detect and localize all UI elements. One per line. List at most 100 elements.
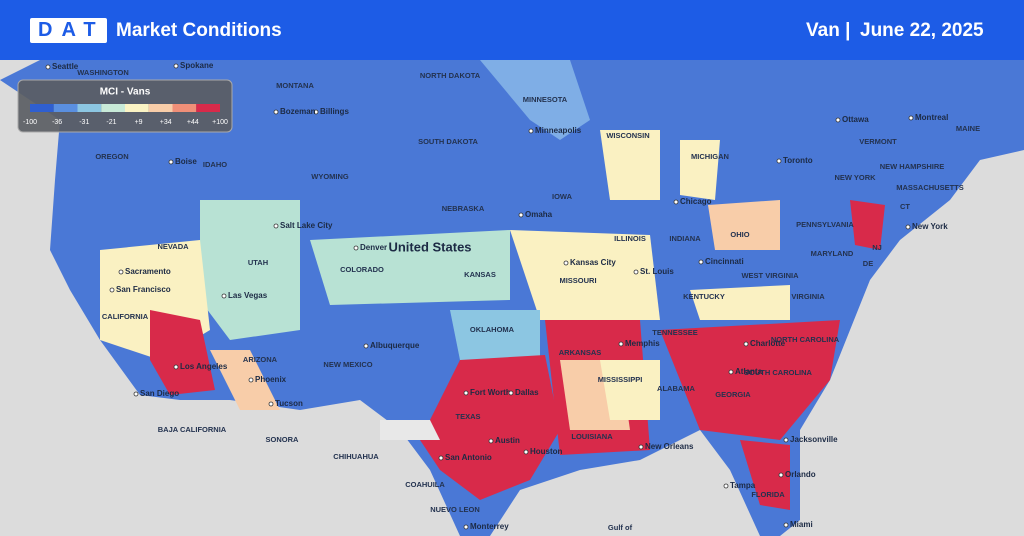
region <box>210 350 280 410</box>
region-label: OHIO <box>730 230 749 239</box>
region-label: MISSISSIPPI <box>598 375 643 384</box>
city-dot <box>268 401 274 407</box>
region-label: IDAHO <box>203 160 227 169</box>
city-dot <box>835 117 841 123</box>
legend-swatch <box>101 104 125 112</box>
region-label: ARKANSAS <box>559 348 602 357</box>
region-label: WEST VIRGINIA <box>741 271 799 280</box>
region <box>420 355 560 500</box>
city-label: New York <box>912 222 948 231</box>
region-label: INDIANA <box>669 234 701 243</box>
region-label: UTAH <box>248 258 268 267</box>
city-label: Ottawa <box>842 115 869 124</box>
region-label: CT <box>900 202 910 211</box>
title: Market Conditions <box>116 20 282 41</box>
date: June 22, 2025 <box>860 20 984 41</box>
city-dot <box>463 524 469 530</box>
legend-swatch <box>125 104 149 112</box>
region-label: SOUTH DAKOTA <box>418 137 478 146</box>
city-dot <box>638 444 644 450</box>
country-label: United States <box>388 239 471 254</box>
region-label: ALABAMA <box>657 384 695 393</box>
city-label: Salt Lake City <box>280 221 333 230</box>
city-dot <box>523 449 529 455</box>
city-label: Bozeman <box>280 107 316 116</box>
city-label: Jacksonville <box>790 435 838 444</box>
equipment: Van | <box>806 20 851 41</box>
legend-swatch <box>30 104 54 112</box>
city-dot <box>776 158 782 164</box>
region <box>740 440 790 510</box>
city-dot <box>618 341 624 347</box>
city-dot <box>633 269 639 275</box>
city-dot <box>313 109 319 115</box>
city-dot <box>118 269 124 275</box>
city-dot <box>563 260 569 266</box>
region <box>480 60 590 140</box>
region <box>510 230 660 320</box>
city-dot <box>168 159 174 165</box>
legend-label: +9 <box>135 119 143 126</box>
region-label: LOUISIANA <box>571 432 613 441</box>
region <box>600 360 660 420</box>
city-label: Omaha <box>525 210 553 219</box>
region-label: MICHIGAN <box>691 152 729 161</box>
legend-label: +34 <box>160 119 172 126</box>
region-label: WASHINGTON <box>77 68 129 77</box>
city-label: Sacramento <box>125 267 171 276</box>
legend-swatch <box>148 104 173 112</box>
city-label: Denver <box>360 243 387 252</box>
city-label: Toronto <box>783 156 813 165</box>
region-label: WYOMING <box>311 172 349 181</box>
region-label: CALIFORNIA <box>102 312 149 321</box>
city-dot <box>133 391 139 397</box>
city-label: Cincinnati <box>705 257 744 266</box>
city-dot <box>273 223 279 229</box>
region-label: MISSOURI <box>559 276 596 285</box>
city-dot <box>508 390 514 396</box>
city-dot <box>45 64 51 70</box>
city-dot <box>173 364 179 370</box>
city-dot <box>518 212 524 218</box>
legend-title: MCI - Vans <box>100 87 151 98</box>
city-dot <box>528 128 534 134</box>
region <box>850 200 885 250</box>
city-label: Seattle <box>52 62 79 71</box>
region-label: NJ <box>872 243 882 252</box>
city-dot <box>783 522 789 528</box>
region-label: MARYLAND <box>811 249 854 258</box>
region-label: GEORGIA <box>715 390 751 399</box>
city-dot <box>778 472 784 478</box>
city-label: Memphis <box>625 339 660 348</box>
city-label: Las Vegas <box>228 291 268 300</box>
city-dot <box>723 483 729 489</box>
region <box>450 310 540 360</box>
region <box>150 310 215 395</box>
region-label: VERMONT <box>859 137 897 146</box>
region <box>200 200 300 340</box>
city-dot <box>109 287 115 293</box>
legend-swatch <box>77 104 102 112</box>
region-label: Gulf of <box>608 523 633 532</box>
region-label: MASSACHUSETTS <box>896 183 964 192</box>
region <box>660 320 840 440</box>
legend-swatch <box>196 104 220 112</box>
city-dot <box>698 259 704 265</box>
legend-label: -100 <box>23 119 37 126</box>
region-label: OREGON <box>95 152 128 161</box>
region-label: MINNESOTA <box>523 95 568 104</box>
region-label: CHIHUAHUA <box>333 452 379 461</box>
city-label: San Diego <box>140 389 179 398</box>
city-label: Boise <box>175 157 197 166</box>
city-dot <box>248 377 254 383</box>
region-label: NEW YORK <box>834 173 876 182</box>
legend-swatch <box>53 104 78 112</box>
region <box>600 130 660 200</box>
region-label: TEXAS <box>455 412 480 421</box>
city-label: Miami <box>790 520 813 529</box>
region-label: NEVADA <box>157 242 189 251</box>
city-dot <box>438 455 444 461</box>
city-dot <box>463 390 469 396</box>
